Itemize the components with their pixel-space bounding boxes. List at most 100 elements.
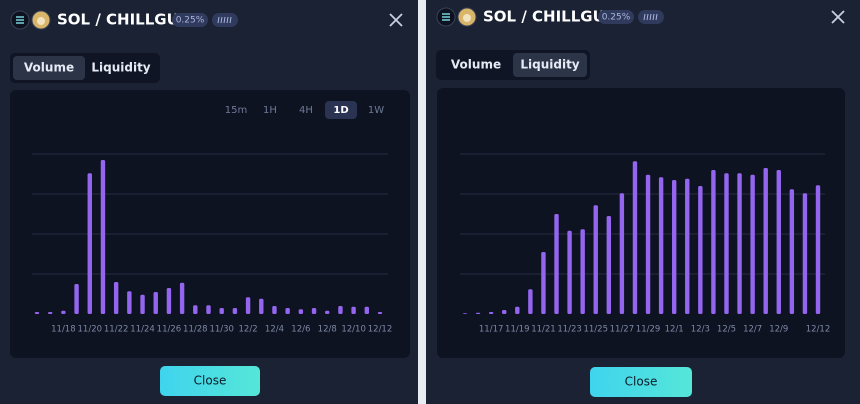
x-tick-label: 12/5 [717, 325, 736, 335]
bar [711, 170, 716, 314]
x-tick-label: 11/30 [209, 325, 234, 335]
chart-area [437, 88, 845, 358]
x-tick-label: 12/10 [341, 325, 366, 335]
bar [219, 308, 224, 314]
x-tick-label: 11/20 [78, 325, 103, 335]
close-button-label[interactable]: Close [625, 375, 658, 389]
bar [87, 173, 92, 314]
bar [567, 230, 572, 314]
bar [502, 310, 507, 314]
bar [179, 282, 185, 314]
bar [750, 174, 755, 314]
x-tick-label: 12/3 [691, 325, 710, 335]
bar [166, 288, 172, 314]
close-button-label[interactable]: Close [194, 374, 227, 388]
bar [311, 308, 317, 314]
bar [193, 305, 198, 314]
bar [541, 252, 546, 314]
bar [488, 312, 494, 314]
timeframe[interactable]: 15m [225, 105, 247, 116]
x-tick-label: 11/18 [51, 325, 76, 335]
x-tick-label: 11/25 [583, 325, 608, 335]
tab-active [513, 53, 587, 77]
bar [245, 297, 251, 314]
x-tick-label: 12/8 [318, 325, 337, 335]
bar [815, 185, 821, 314]
bar [685, 178, 690, 314]
chart-area [10, 90, 410, 358]
info-badge-bar [217, 16, 220, 24]
bar [113, 282, 119, 314]
x-tick-label: 11/26 [157, 325, 182, 335]
bar [61, 310, 66, 314]
x-tick-label: 11/27 [610, 325, 635, 335]
close-button[interactable] [160, 366, 260, 396]
bar [698, 186, 703, 314]
x-tick-label: 11/17 [479, 325, 504, 335]
bar [776, 170, 781, 314]
bar [515, 306, 520, 314]
fee-label: 0.25% [176, 16, 205, 26]
bar [206, 305, 211, 314]
close-icon[interactable] [831, 10, 845, 24]
x-tick-label: 12/12 [806, 325, 831, 335]
tab-active [13, 56, 85, 80]
bar [462, 313, 468, 314]
bar [285, 308, 290, 314]
info-badge-bar [646, 13, 649, 21]
info-badge-bar [220, 16, 223, 24]
bar [351, 306, 356, 314]
bar [632, 161, 638, 314]
bar [724, 173, 729, 314]
info-badge-bar [226, 16, 229, 24]
bar [528, 289, 533, 314]
bar [580, 229, 585, 314]
bar [338, 306, 343, 314]
tab[interactable]: Liquidity [91, 61, 150, 75]
bar [737, 173, 742, 314]
x-tick-label: 12/9 [769, 325, 788, 335]
bar [325, 310, 330, 314]
bar [232, 308, 238, 314]
tab[interactable]: Volume [24, 61, 74, 75]
info-badge-bar [643, 13, 646, 21]
bar [593, 205, 598, 314]
timeframe[interactable]: 1H [263, 105, 277, 116]
x-tick-label: 11/23 [557, 325, 582, 335]
bar [100, 160, 106, 314]
info-badge-bar [652, 13, 655, 21]
x-tick-label: 11/29 [636, 325, 661, 335]
info-badge-bar [229, 16, 232, 24]
bar [802, 193, 808, 314]
x-tick-label: 11/19 [505, 325, 530, 335]
tab[interactable]: Liquidity [520, 58, 579, 72]
bar [259, 298, 264, 314]
x-tick-label: 12/2 [239, 325, 258, 335]
token-icon-face [463, 14, 471, 22]
bar [606, 216, 612, 314]
timeframe-active [325, 101, 357, 119]
fee-badge [172, 13, 208, 27]
bar [671, 180, 677, 314]
x-tick-label: 12/7 [743, 325, 762, 335]
fee-badge [598, 10, 634, 24]
bar [789, 189, 795, 314]
timeframe[interactable]: 1D [333, 105, 348, 116]
timeframe[interactable]: 1W [368, 105, 384, 116]
bar [127, 291, 132, 314]
close-icon[interactable] [389, 13, 403, 27]
x-tick-label: 12/6 [291, 325, 310, 335]
timeframe[interactable]: 4H [299, 105, 313, 116]
bar [153, 292, 158, 314]
bar [272, 306, 277, 314]
x-tick-label: 12/1 [665, 325, 684, 335]
info-badge-bar [655, 13, 658, 21]
close-button[interactable] [590, 367, 692, 397]
x-tick-label: 11/21 [531, 325, 556, 335]
pair-title: SOL / CHILLGUY [483, 8, 617, 26]
fee-label: 0.25% [602, 13, 631, 23]
tab[interactable]: Volume [451, 58, 501, 72]
bar [763, 168, 768, 314]
pair-title: SOL / CHILLGUY [57, 11, 191, 29]
